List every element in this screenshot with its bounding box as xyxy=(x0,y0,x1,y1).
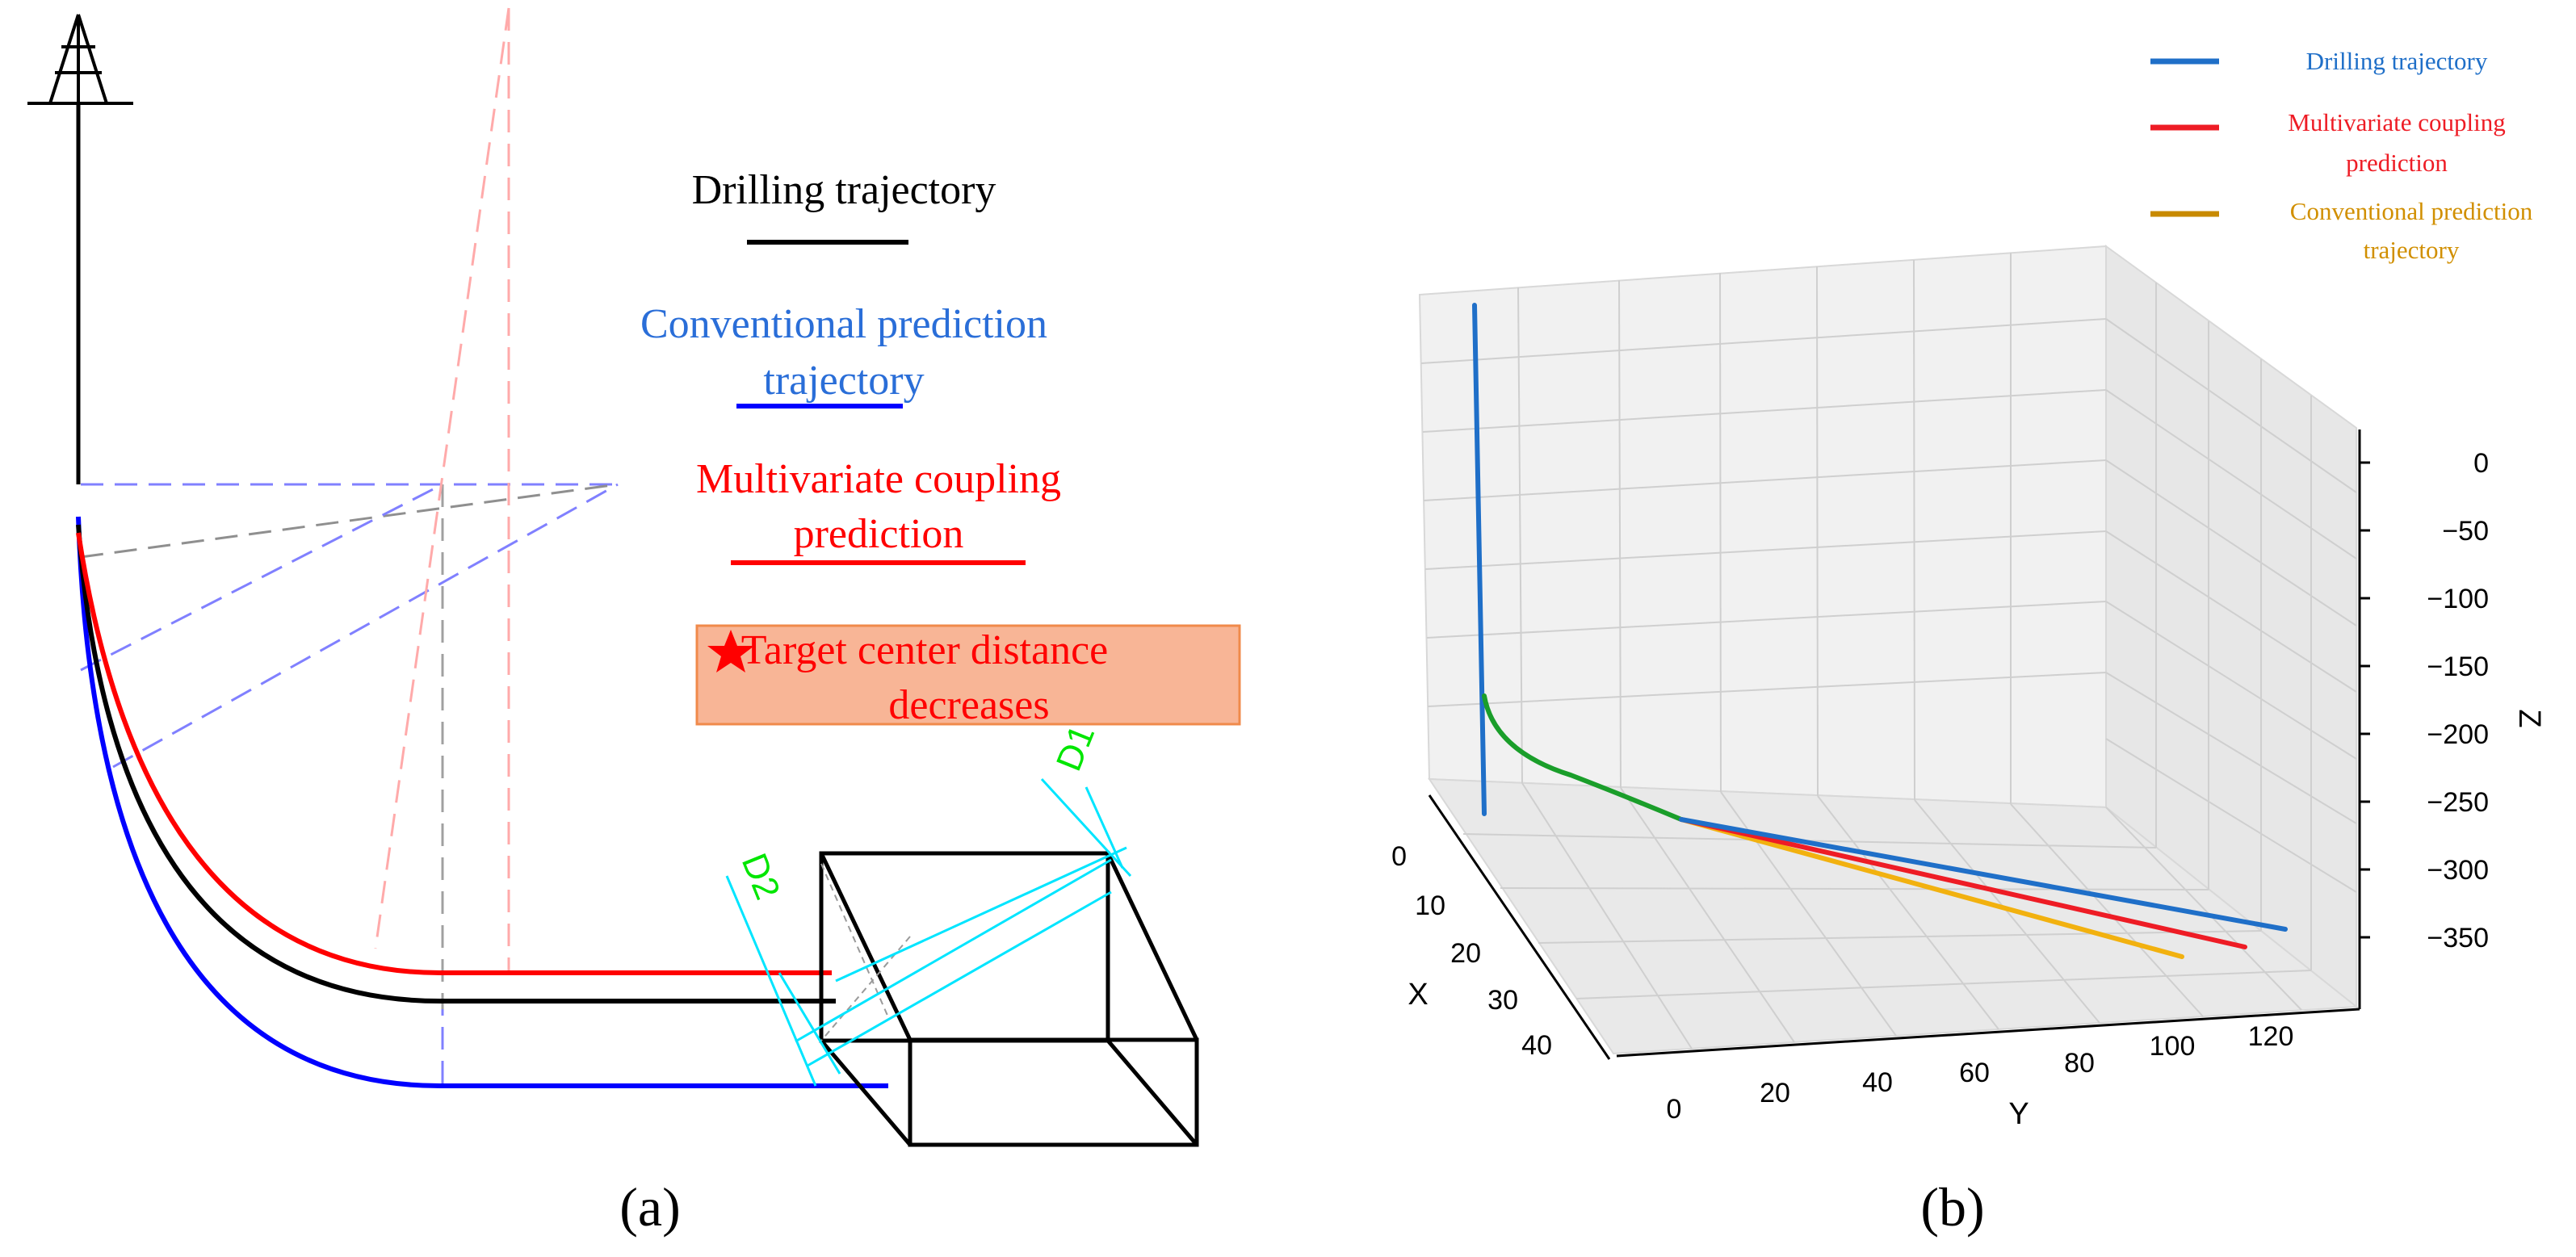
y-tick-label: 60 xyxy=(1959,1058,1990,1088)
dimension-lines xyxy=(725,777,1132,1087)
legend-multivariate-line1: Multivariate coupling xyxy=(696,456,1061,502)
target-box xyxy=(819,851,1199,1147)
caption-a: (a) xyxy=(619,1176,680,1238)
y-axis-line xyxy=(1616,1008,2360,1058)
z-tick-label: 0 xyxy=(2473,448,2489,479)
caption-b: (b) xyxy=(1920,1176,1984,1238)
y-tick-label: 80 xyxy=(2064,1048,2095,1079)
legend-b-multivariate-line1: Multivariate coupling xyxy=(2288,108,2505,136)
trajectories-3d xyxy=(1472,303,2288,959)
legend-b-multivariate-line2: prediction xyxy=(2346,149,2448,177)
z-ticks xyxy=(2360,461,2370,939)
dimension-label-d2: D2 xyxy=(734,848,788,905)
y-tick-label: 100 xyxy=(2150,1031,2196,1062)
x-axis-label: X xyxy=(1408,978,1428,1012)
callout-line1: Target center distance xyxy=(741,627,1109,673)
legend-b-conventional-line2: trajectory xyxy=(2364,236,2460,264)
z-tick-label: −250 xyxy=(2427,787,2489,818)
axes-panes xyxy=(1418,245,2359,1055)
legend-drilling-label: Drilling trajectory xyxy=(692,167,996,213)
panel-a: D1 D2 Drilling trajectory Conventional p… xyxy=(27,7,1241,1238)
z-tick-label: −150 xyxy=(2427,652,2489,682)
y-axis-label: Y xyxy=(2008,1097,2028,1131)
z-tick-label: −50 xyxy=(2442,516,2489,547)
legend-b: Drilling trajectory Multivariate couplin… xyxy=(2150,47,2533,264)
panel-b: 0 −50 −100 −150 −200 −250 −300 −350 Z 0 … xyxy=(1391,47,2546,1238)
conventional-line xyxy=(1679,817,2184,959)
y-tick-label: 40 xyxy=(1862,1067,1893,1098)
derrick-icon xyxy=(27,14,133,105)
drilling-trajectory-curve xyxy=(76,524,836,1004)
legend-b-conventional-line1: Conventional prediction xyxy=(2290,197,2533,225)
construction-lines xyxy=(80,7,619,1086)
y-tick-label: 0 xyxy=(1667,1094,1682,1125)
back-wall-pane xyxy=(1418,245,2107,809)
x-tick-label: 0 xyxy=(1391,841,1407,872)
drilling-horizontal-line xyxy=(1679,817,2288,932)
legend-conventional-line2: trajectory xyxy=(763,358,924,404)
x-tick-labels: 0 10 20 30 40 xyxy=(1391,841,1552,1061)
callout-line2: decreases xyxy=(888,682,1049,728)
axis-lines xyxy=(1428,429,2361,1060)
x-tick-label: 30 xyxy=(1487,985,1518,1016)
callout-box: Target center distance decreases xyxy=(695,624,1241,728)
z-tick-labels: 0 −50 −100 −150 −200 −250 −300 −350 xyxy=(2427,448,2489,953)
legend-b-drilling-label: Drilling trajectory xyxy=(2306,47,2488,75)
z-tick-label: −100 xyxy=(2427,584,2489,614)
multivariate-line xyxy=(1679,817,2247,949)
z-axis-label: Z xyxy=(2512,709,2546,727)
legend-a: Drilling trajectory Conventional predict… xyxy=(640,167,1061,565)
y-tick-label: 20 xyxy=(1760,1078,1790,1108)
conventional-prediction-curve xyxy=(76,516,888,1088)
z-tick-label: −300 xyxy=(2427,855,2489,886)
dimension-label-d1: D1 xyxy=(1049,719,1103,777)
x-tick-label: 40 xyxy=(1521,1030,1552,1061)
y-tick-labels: 0 20 40 60 80 100 120 xyxy=(1667,1021,2294,1125)
multivariate-prediction-curve xyxy=(76,532,832,975)
legend-multivariate-line2: prediction xyxy=(794,511,964,557)
z-tick-label: −350 xyxy=(2427,923,2489,953)
legend-conventional-line1: Conventional prediction xyxy=(640,301,1047,347)
x-axis-line xyxy=(1428,794,1611,1060)
x-tick-label: 10 xyxy=(1415,890,1445,921)
star-icon xyxy=(707,630,754,672)
x-tick-label: 20 xyxy=(1450,938,1481,969)
build-section-line xyxy=(1482,693,1684,822)
drilling-vertical-line xyxy=(1472,303,1487,816)
z-tick-label: −200 xyxy=(2427,719,2489,750)
y-tick-label: 120 xyxy=(2248,1021,2294,1052)
